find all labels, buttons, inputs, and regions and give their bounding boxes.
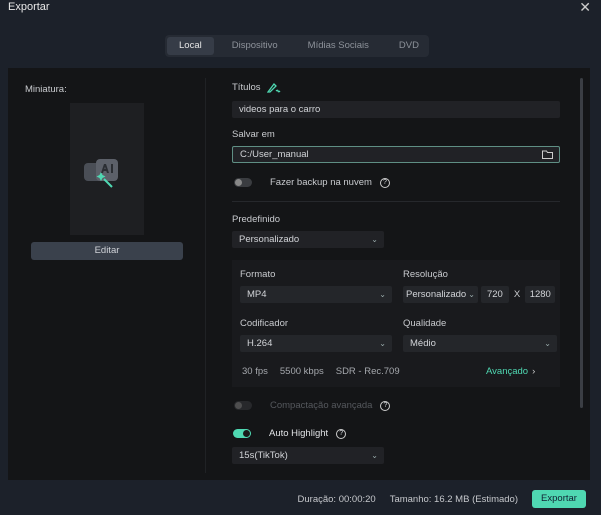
compress-row: Compactação avançada ?	[234, 400, 391, 411]
auto-highlight-label: Auto Highlight	[269, 428, 329, 439]
encoding-info: 30 fps 5500 kbps SDR - Rec.709	[242, 366, 400, 377]
divider	[205, 78, 206, 473]
export-tabs: Local Dispositivo Mídias Sociais DVD	[165, 35, 429, 57]
settings-box	[232, 260, 560, 387]
size-text: Tamanho: 16.2 MB (Estimado)	[389, 493, 518, 505]
chevron-down-icon: ⌄	[379, 339, 386, 348]
ai-magic-icon	[84, 159, 118, 188]
ai-pen-icon[interactable]	[266, 82, 281, 93]
highlight-value: 15s(TikTok)	[239, 450, 288, 461]
format-select[interactable]: MP4 ⌄	[240, 286, 392, 303]
close-icon[interactable]: ✕	[579, 0, 591, 15]
tab-local[interactable]: Local	[167, 37, 214, 55]
title-row: Títulos	[232, 82, 281, 93]
bitrate-info: 5500 kbps	[279, 366, 324, 377]
chevron-right-icon: ›	[532, 366, 536, 377]
compress-toggle[interactable]	[234, 401, 252, 410]
save-path-input[interactable]: C:/User_manual	[232, 146, 560, 163]
quality-value: Médio	[410, 338, 436, 349]
preset-select[interactable]: Personalizado ⌄	[232, 231, 384, 248]
tab-midias-sociais[interactable]: Mídias Sociais	[307, 40, 369, 51]
color-info: SDR - Rec.709	[335, 366, 400, 377]
encoder-label: Codificador	[240, 318, 289, 329]
preset-label: Predefinido	[232, 214, 281, 225]
preset-value: Personalizado	[239, 234, 300, 245]
folder-icon[interactable]	[542, 150, 553, 159]
width-input[interactable]: 720	[480, 286, 509, 303]
thumbnail-label: Miniatura:	[25, 84, 67, 95]
height-input[interactable]: 1280	[525, 286, 556, 303]
highlight-row: Auto Highlight ?	[233, 428, 347, 439]
thumbnail-preview	[70, 103, 144, 235]
chevron-down-icon: ⌄	[379, 290, 386, 299]
window-title: Exportar	[8, 1, 50, 13]
backup-row: Fazer backup na nuvem ?	[234, 177, 390, 188]
encoder-value: H.264	[247, 338, 273, 349]
fps-info: 30 fps	[242, 366, 268, 377]
backup-toggle[interactable]	[234, 178, 252, 187]
save-path-value: C:/User_manual	[240, 149, 309, 160]
resolution-value: Personalizado	[406, 289, 467, 300]
tab-dispositivo[interactable]: Dispositivo	[231, 40, 278, 51]
resolution-select[interactable]: Personalizado ⌄	[403, 286, 478, 303]
compress-label: Compactação avançada	[270, 400, 373, 411]
footer-bar: Duração: 00:00:20 Tamanho: 16.2 MB (Esti…	[298, 490, 586, 508]
help-icon[interactable]: ?	[379, 177, 390, 188]
export-button[interactable]: Exportar	[532, 490, 586, 508]
format-label: Formato	[240, 269, 276, 280]
edit-thumbnail-button[interactable]: Editar	[31, 242, 183, 260]
scrollbar[interactable]	[580, 78, 583, 408]
chevron-down-icon: ⌄	[371, 235, 378, 244]
tab-dvd[interactable]: DVD	[398, 40, 419, 51]
auto-highlight-toggle[interactable]	[233, 429, 251, 438]
chevron-down-icon: ⌄	[544, 339, 551, 348]
quality-label: Qualidade	[403, 318, 447, 329]
help-icon[interactable]: ?	[336, 428, 347, 439]
chevron-down-icon: ⌄	[468, 290, 475, 299]
duration-text: Duração: 00:00:20	[297, 493, 376, 505]
title-input[interactable]: videos para o carro	[232, 101, 560, 118]
resolution-group: Personalizado ⌄ 720 X 1280	[403, 286, 556, 303]
highlight-select[interactable]: 15s(TikTok) ⌄	[232, 447, 384, 464]
by-label: X	[513, 289, 521, 300]
title-label: Títulos	[232, 82, 261, 93]
quality-select[interactable]: Médio ⌄	[403, 335, 557, 352]
resolution-label: Resolução	[403, 269, 448, 280]
advanced-link[interactable]: Avançado ›	[486, 366, 535, 377]
help-icon[interactable]: ?	[380, 400, 391, 411]
format-value: MP4	[247, 289, 267, 300]
save-label: Salvar em	[232, 129, 275, 140]
divider	[232, 201, 560, 202]
chevron-down-icon: ⌄	[371, 451, 378, 460]
encoder-select[interactable]: H.264 ⌄	[240, 335, 392, 352]
backup-label: Fazer backup na nuvem	[270, 177, 372, 188]
advanced-label: Avançado	[486, 366, 529, 377]
